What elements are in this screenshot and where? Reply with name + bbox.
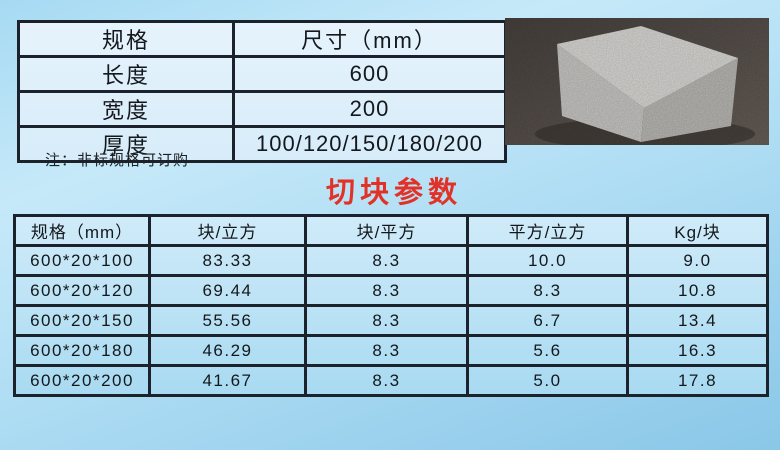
spec-header-cell: 规格 — [17, 20, 235, 58]
note-text: 注：非标规格可订购 — [45, 152, 190, 169]
param-table: 规格（mm） 块/立方 块/平方 平方/立方 Kg/块 600*20*100 8… — [13, 214, 769, 397]
table-row: 600*20*180 46.29 8.3 5.6 16.3 — [13, 334, 769, 367]
param-cell: 8.3 — [304, 274, 469, 307]
param-header-cell: Kg/块 — [626, 214, 769, 247]
param-cell: 46.29 — [148, 334, 307, 367]
param-header-row: 规格（mm） 块/立方 块/平方 平方/立方 Kg/块 — [13, 214, 769, 247]
table-row: 600*20*100 83.33 8.3 10.0 9.0 — [13, 244, 769, 277]
param-cell: 600*20*120 — [13, 274, 151, 307]
product-photo — [505, 18, 769, 150]
param-header-cell: 块/立方 — [148, 214, 307, 247]
table-row: 宽度 200 — [17, 90, 507, 128]
spec-row-value: 600 — [232, 55, 507, 93]
param-header-cell: 平方/立方 — [466, 214, 629, 247]
param-cell: 8.3 — [304, 304, 469, 337]
param-header-cell: 块/平方 — [304, 214, 469, 247]
table-row: 600*20*150 55.56 8.3 6.7 13.4 — [13, 304, 769, 337]
param-cell: 41.67 — [148, 364, 307, 397]
param-cell: 6.7 — [466, 304, 629, 337]
spec-row-value: 200 — [232, 90, 507, 128]
param-cell: 13.4 — [626, 304, 769, 337]
spec-header-cell: 尺寸（mm） — [232, 20, 507, 58]
param-cell: 10.0 — [466, 244, 629, 277]
section-title: 切块参数 — [326, 177, 463, 209]
param-cell: 8.3 — [304, 244, 469, 277]
param-cell: 8.3 — [466, 274, 629, 307]
param-cell: 10.8 — [626, 274, 769, 307]
spec-row-label: 厚度 — [17, 125, 235, 163]
param-cell: 69.44 — [148, 274, 307, 307]
param-cell: 5.0 — [466, 364, 629, 397]
spec-row-label: 宽度 — [17, 90, 235, 128]
param-cell: 600*20*180 — [13, 334, 151, 367]
param-cell: 17.8 — [626, 364, 769, 397]
param-cell: 16.3 — [626, 334, 769, 367]
concrete-block-image — [505, 18, 769, 150]
param-cell: 600*20*100 — [13, 244, 151, 277]
param-cell: 83.33 — [148, 244, 307, 277]
param-cell: 8.3 — [304, 334, 469, 367]
spec-header-row: 规格 尺寸（mm） — [17, 20, 507, 58]
spec-table: 规格 尺寸（mm） 长度 600 宽度 200 厚度 100/120/150/1… — [17, 20, 507, 163]
param-cell: 9.0 — [626, 244, 769, 277]
spec-row-value: 100/120/150/180/200 — [232, 125, 507, 163]
param-header-cell: 规格（mm） — [13, 214, 151, 247]
table-row: 600*20*200 41.67 8.3 5.0 17.8 — [13, 364, 769, 397]
table-row: 长度 600 — [17, 55, 507, 93]
table-row: 厚度 100/120/150/180/200 — [17, 125, 507, 163]
param-cell: 55.56 — [148, 304, 307, 337]
param-cell: 8.3 — [304, 364, 469, 397]
param-cell: 600*20*150 — [13, 304, 151, 337]
param-cell: 5.6 — [466, 334, 629, 367]
table-row: 600*20*120 69.44 8.3 8.3 10.8 — [13, 274, 769, 307]
param-cell: 600*20*200 — [13, 364, 151, 397]
spec-row-label: 长度 — [17, 55, 235, 93]
